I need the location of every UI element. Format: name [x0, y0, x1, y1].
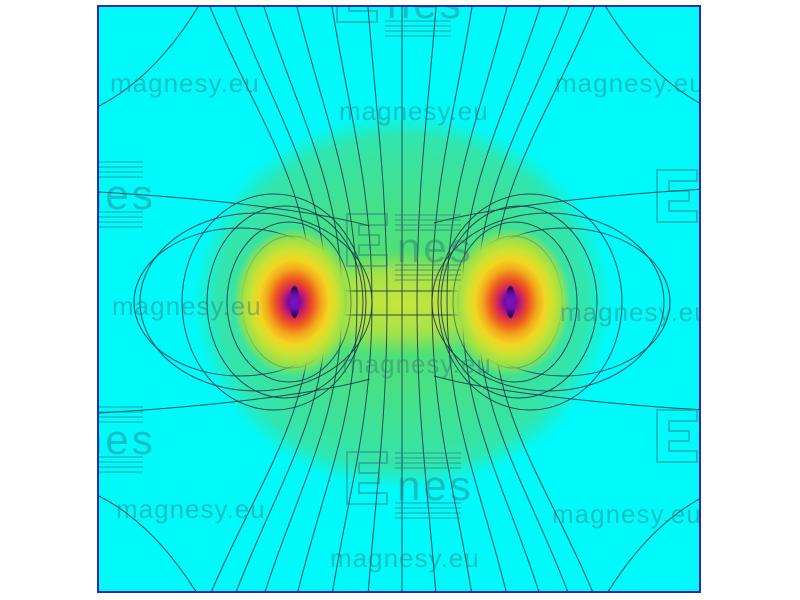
field-loop	[181, 193, 367, 411]
flux-line	[331, 7, 373, 591]
pole-ring	[440, 205, 598, 399]
outer-field-line	[607, 498, 699, 591]
watermark-url-text: magnesy.eu	[330, 543, 480, 573]
watermark-url-text: magnesy.eu	[342, 349, 492, 379]
watermark-url-text: magnesy.eu	[552, 499, 701, 529]
pole-core	[505, 286, 515, 318]
watermark-logo: nes	[99, 161, 153, 228]
logo-text: nes	[97, 171, 156, 218]
watermark-logo: nes	[99, 406, 153, 473]
watermark-logo: nes	[346, 451, 471, 519]
pole-core	[289, 286, 299, 318]
watermark-logo: nes	[346, 213, 471, 281]
outer-field-line	[99, 7, 199, 107]
pole-ring	[206, 205, 364, 399]
watermark-logo: nes	[656, 409, 698, 463]
flux-line	[416, 7, 437, 591]
logo-text: nes	[397, 224, 474, 271]
logo-e-icon	[346, 213, 388, 267]
watermark-url-text: magnesy.eu	[339, 96, 489, 126]
outer-field-line	[99, 191, 371, 227]
logo-text: nes	[387, 5, 464, 27]
watermark-logo: nes	[656, 169, 698, 223]
watermark-logo: nes	[336, 7, 461, 37]
logo-text: nes	[397, 462, 474, 509]
watermark-url-text: magnesy.eu	[112, 291, 262, 321]
watermark-url-text: magnesy.eu	[116, 494, 266, 524]
flux-line	[431, 7, 473, 591]
outer-field-line	[605, 7, 699, 104]
logo-e-icon	[656, 409, 698, 463]
logo-text: nes	[97, 416, 156, 463]
outer-field-line	[99, 495, 197, 591]
outer-field-line	[99, 378, 371, 414]
flux-line	[367, 7, 388, 591]
watermark-url-text: magnesy.eu	[110, 68, 260, 98]
logo-e-icon	[656, 169, 698, 223]
field-loop	[437, 193, 623, 411]
logo-e-icon	[336, 7, 378, 23]
plot-area: magnesy.eu magnesy.eu magnesy.eu magnesy.eu…	[97, 5, 701, 593]
watermark-url-text: magnesy.eu	[555, 68, 701, 98]
watermark-url-text: magnesy.eu	[560, 297, 701, 327]
outer-field-line	[433, 188, 699, 224]
logo-e-icon	[346, 451, 388, 505]
